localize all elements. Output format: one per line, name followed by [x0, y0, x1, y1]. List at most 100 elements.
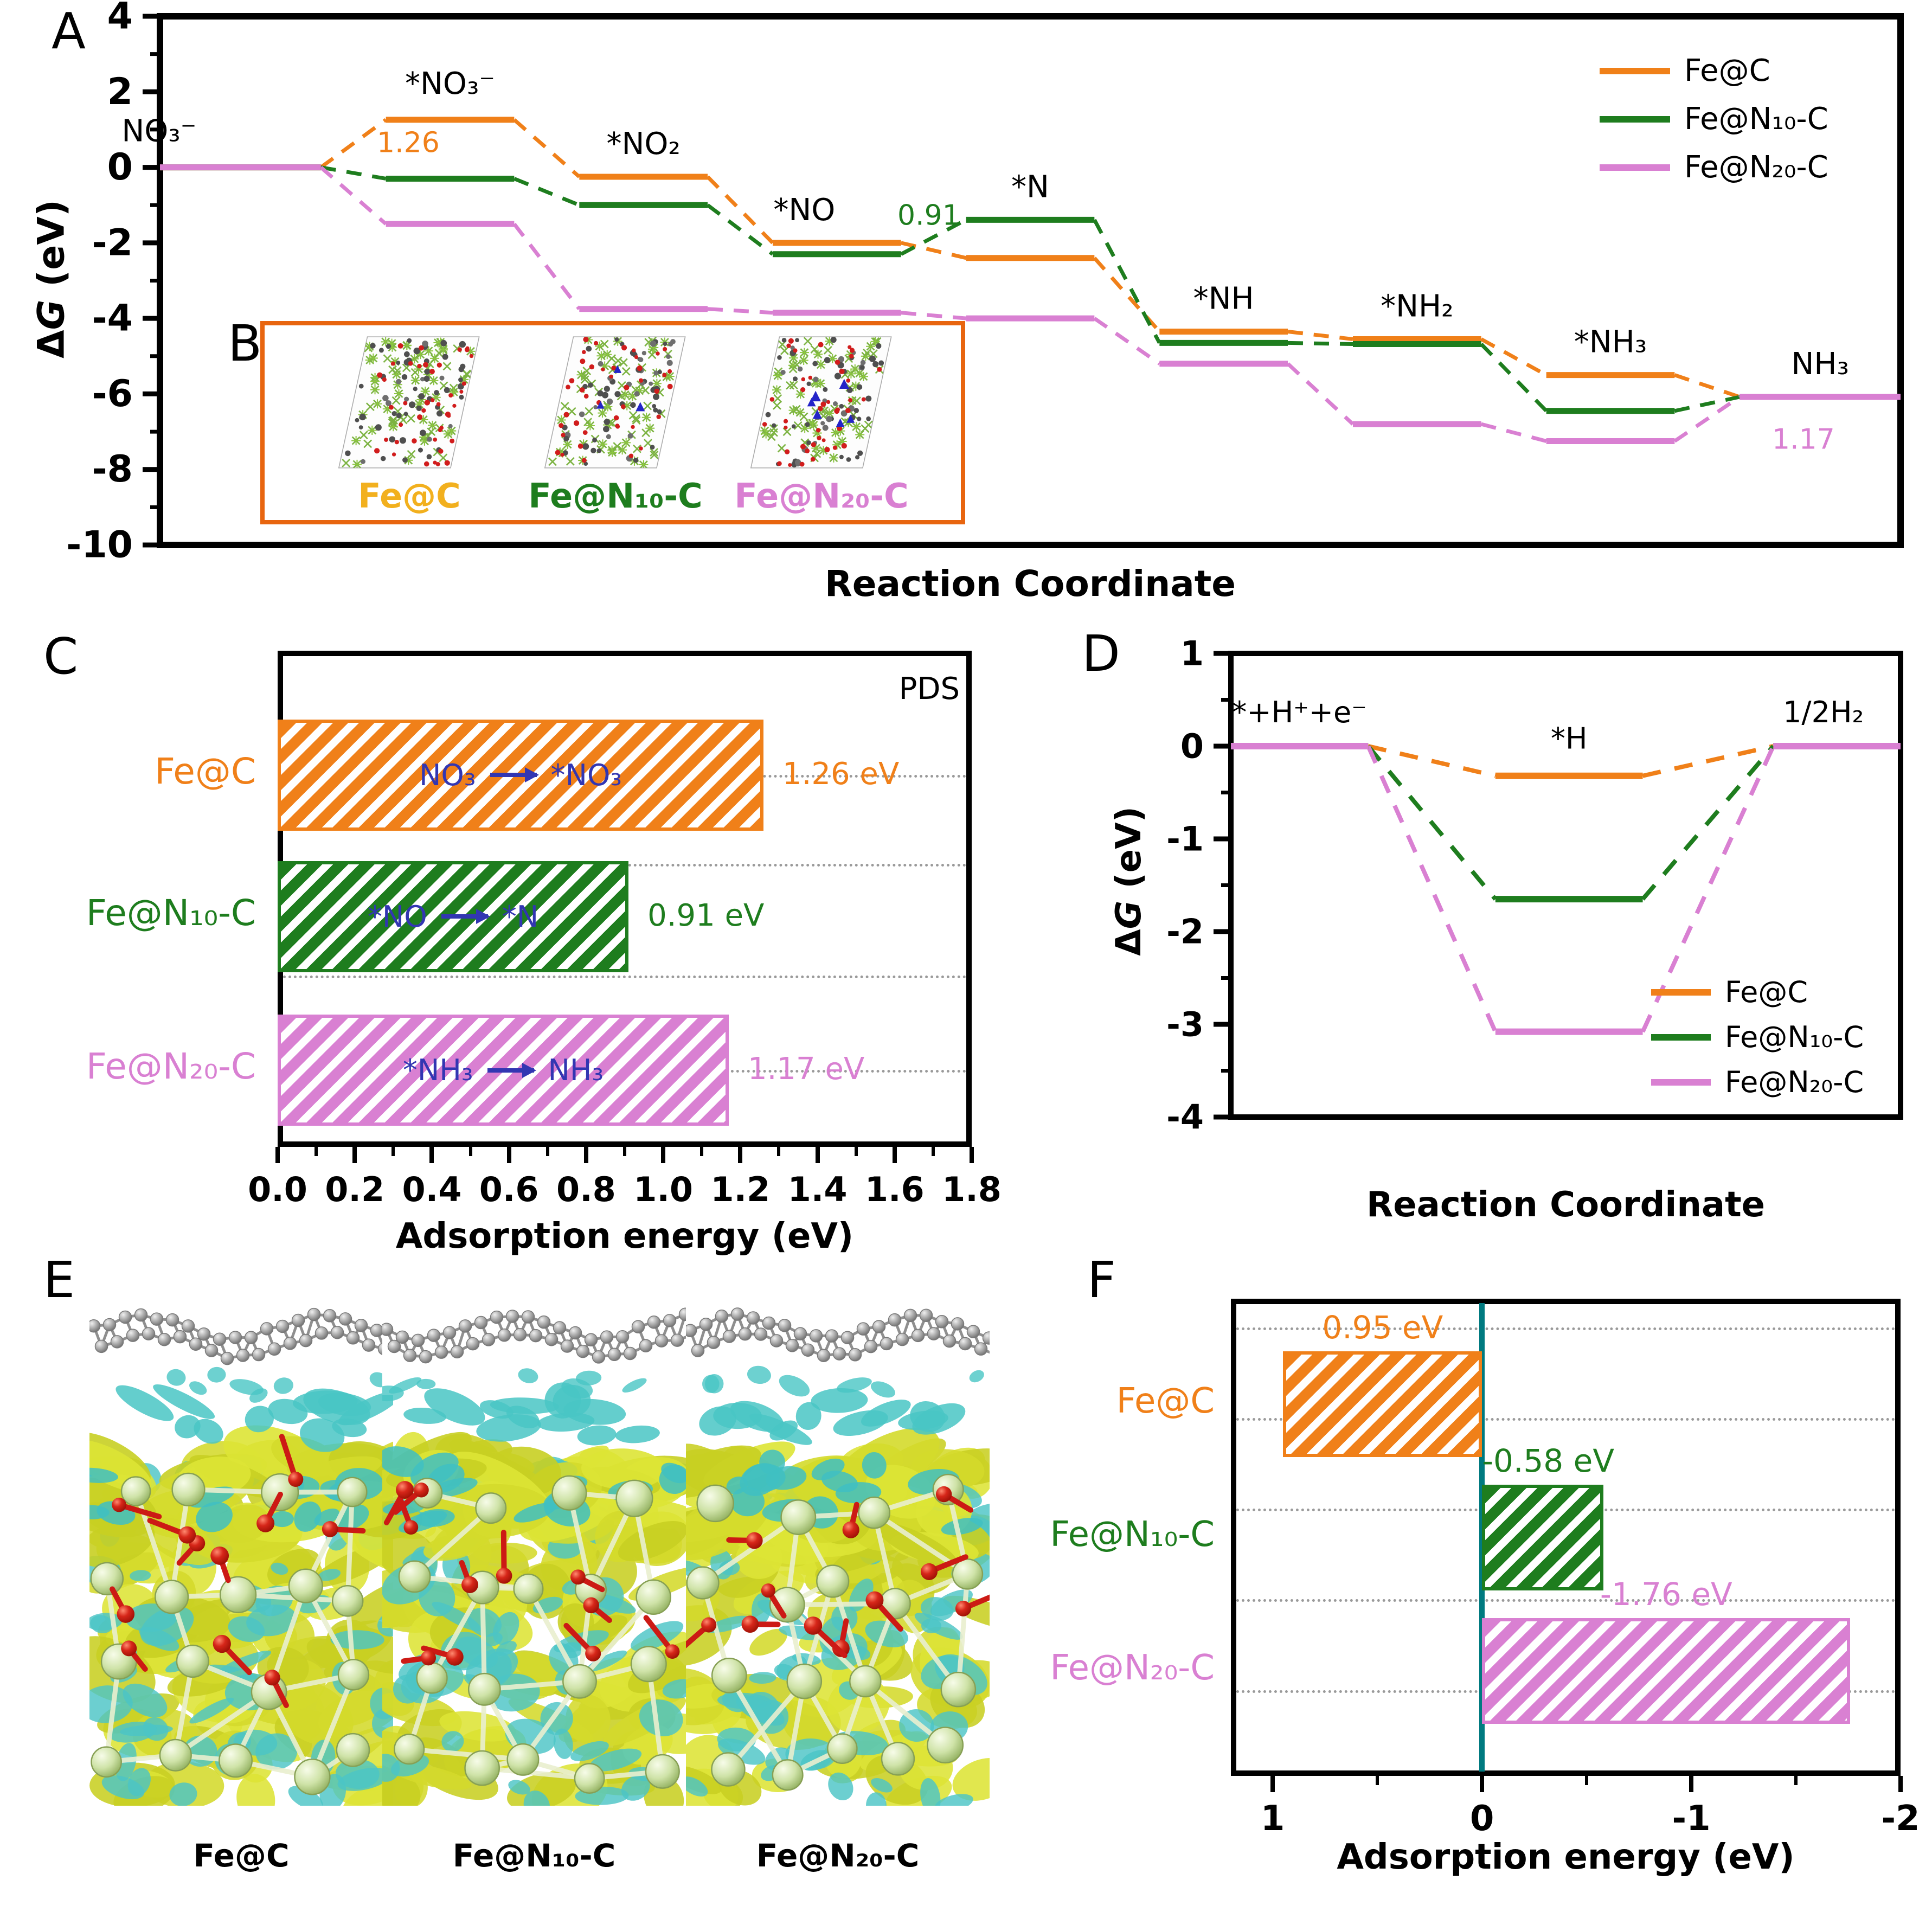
x-tick-minor: [468, 1147, 472, 1156]
reaction-from: *NH₃: [402, 1053, 473, 1088]
x-tick-major: [661, 1147, 666, 1163]
gridline: [283, 976, 966, 979]
svg-text:*N: *N: [1011, 169, 1049, 204]
svg-text:-4: -4: [1166, 1098, 1204, 1137]
x-tick-minor: [931, 1147, 935, 1156]
panel-f-value-label: 0.95 eV: [1322, 1308, 1443, 1346]
svg-text:-8: -8: [92, 448, 133, 491]
legend-swatch-fe-c: [1651, 989, 1711, 996]
legend-item: Fe@C: [1600, 53, 1828, 88]
reaction-arrow-icon: [487, 1062, 536, 1078]
structure-thumbnail-fe-n20-c: [750, 336, 892, 469]
reaction-from: NO₃: [419, 758, 476, 792]
reaction-to: *N: [502, 899, 539, 934]
panel-c-pds-label: PDS: [898, 671, 960, 707]
svg-text:-6: -6: [92, 373, 133, 415]
svg-text:*NO₃⁻: *NO₃⁻: [405, 66, 495, 101]
gridline: [1236, 1327, 1895, 1330]
x-tick-label: 0.2: [325, 1170, 385, 1209]
legend-label: Fe@C: [1684, 53, 1770, 88]
panel-b-label-fe-c: Fe@C: [358, 476, 461, 516]
panel-f-letter: F: [1087, 1251, 1116, 1309]
svg-text:1: 1: [1180, 634, 1204, 673]
x-tick-minor: [623, 1147, 626, 1156]
x-tick-minor: [391, 1147, 395, 1156]
x-tick-major: [1480, 1776, 1485, 1792]
x-tick-major: [738, 1147, 743, 1163]
x-tick-label: 0: [1469, 1799, 1494, 1839]
panel-b-letter: B: [228, 315, 262, 373]
x-tick-minor: [545, 1147, 549, 1156]
panel-d-letter: D: [1082, 625, 1120, 683]
svg-text:*NO: *NO: [773, 193, 835, 228]
legend-label: Fe@C: [1725, 975, 1808, 1009]
svg-text:*H: *H: [1551, 722, 1588, 756]
legend-swatch-fe-n20-c: [1600, 164, 1670, 171]
bar-fe-n-c: [1482, 1485, 1603, 1590]
bar-fe-c: NO₃ *NO₃: [278, 719, 763, 831]
svg-text:-1: -1: [1166, 819, 1204, 859]
reaction-from: *NO: [367, 899, 427, 934]
svg-text:2: 2: [107, 70, 133, 113]
svg-text:0.91: 0.91: [897, 199, 960, 232]
charge-density-image-fe-n10-c: [382, 1293, 686, 1806]
x-tick-major: [1270, 1776, 1275, 1792]
panel-a-letter: A: [52, 2, 86, 60]
legend-swatch-fe-n10-c: [1600, 116, 1670, 123]
x-tick-label: 0.4: [402, 1170, 462, 1209]
x-tick-label: -1: [1672, 1799, 1711, 1839]
reaction-to: NH₃: [548, 1053, 604, 1088]
legend-item: Fe@N₁₀-C: [1651, 1020, 1864, 1054]
panel-b-label-fe-n20-c: Fe@N₂₀-C: [734, 476, 909, 516]
svg-text:NO₃⁻: NO₃⁻: [121, 114, 196, 149]
x-tick-major: [583, 1147, 588, 1163]
structure-thumbnail-fe-n10-c: [544, 336, 686, 469]
x-tick-label: 1.2: [710, 1170, 771, 1209]
svg-text:NH₃: NH₃: [1791, 347, 1848, 382]
svg-text:1/2H₂: 1/2H₂: [1783, 695, 1864, 729]
x-tick-minor: [1794, 1776, 1798, 1785]
bar-fe-c: [1283, 1351, 1482, 1457]
x-tick-label: 1.4: [787, 1170, 848, 1209]
x-tick-label: 1.6: [864, 1170, 925, 1209]
panel-d-xlabel: Reaction Coordinate: [1366, 1185, 1766, 1225]
svg-text:0: 0: [107, 146, 133, 189]
panel-a-energy-diagram: 4 2 0 -2 -4 -6 -8 -10 NO₃⁻ *NO₃⁻ *NO₂ *NO *N *NH *NH₂ *…: [66, 0, 1904, 567]
x-tick-label: 0.6: [479, 1170, 539, 1209]
x-tick-label: 1.8: [942, 1170, 1002, 1209]
gridline: [1236, 1599, 1895, 1602]
panel-c-value-label: 0.91 eV: [647, 897, 765, 933]
x-tick-minor: [314, 1147, 318, 1156]
legend-label: Fe@N₂₀-C: [1684, 150, 1828, 185]
panel-c-value-label: 1.26 eV: [782, 756, 900, 792]
panel-c-category-label: Fe@N₂₀-C: [86, 1045, 256, 1088]
svg-text:*+H⁺+e⁻: *+H⁺+e⁻: [1232, 695, 1366, 729]
reaction-arrow-icon: [441, 909, 490, 925]
panel-f-value-label: -1.76 eV: [1600, 1576, 1732, 1613]
legend-label: Fe@N₂₀-C: [1725, 1065, 1864, 1099]
x-tick-minor: [777, 1147, 781, 1156]
svg-text:-10: -10: [66, 524, 133, 567]
x-tick-minor: [700, 1147, 704, 1156]
svg-text:*NH: *NH: [1193, 281, 1254, 317]
x-tick-major: [892, 1147, 897, 1163]
panel-c-category-label: Fe@C: [154, 750, 256, 792]
svg-text:4: 4: [107, 0, 133, 38]
x-tick-label: 0.8: [556, 1170, 616, 1209]
panel-e-label-fe-n20-c: Fe@N₂₀-C: [756, 1837, 920, 1874]
x-tick-label: 1: [1260, 1799, 1285, 1839]
reaction-to: *NO₃: [550, 758, 622, 792]
svg-text:-2: -2: [1166, 912, 1204, 952]
reaction-arrow-icon: [490, 767, 539, 783]
panel-e-label-fe-n10-c: Fe@N₁₀-C: [452, 1837, 616, 1874]
panel-f-category-label: Fe@N₂₀-C: [1050, 1648, 1215, 1689]
svg-text:*NO₂: *NO₂: [606, 126, 680, 162]
svg-text:0: 0: [1180, 727, 1204, 766]
x-tick-major: [352, 1147, 357, 1163]
legend-swatch-fe-n20-c: [1651, 1079, 1711, 1086]
legend-label: Fe@N₁₀-C: [1684, 101, 1828, 137]
svg-text:1.17: 1.17: [1772, 423, 1835, 455]
svg-text:1.26: 1.26: [377, 127, 440, 159]
panel-c-category-label: Fe@N₁₀-C: [86, 891, 256, 934]
